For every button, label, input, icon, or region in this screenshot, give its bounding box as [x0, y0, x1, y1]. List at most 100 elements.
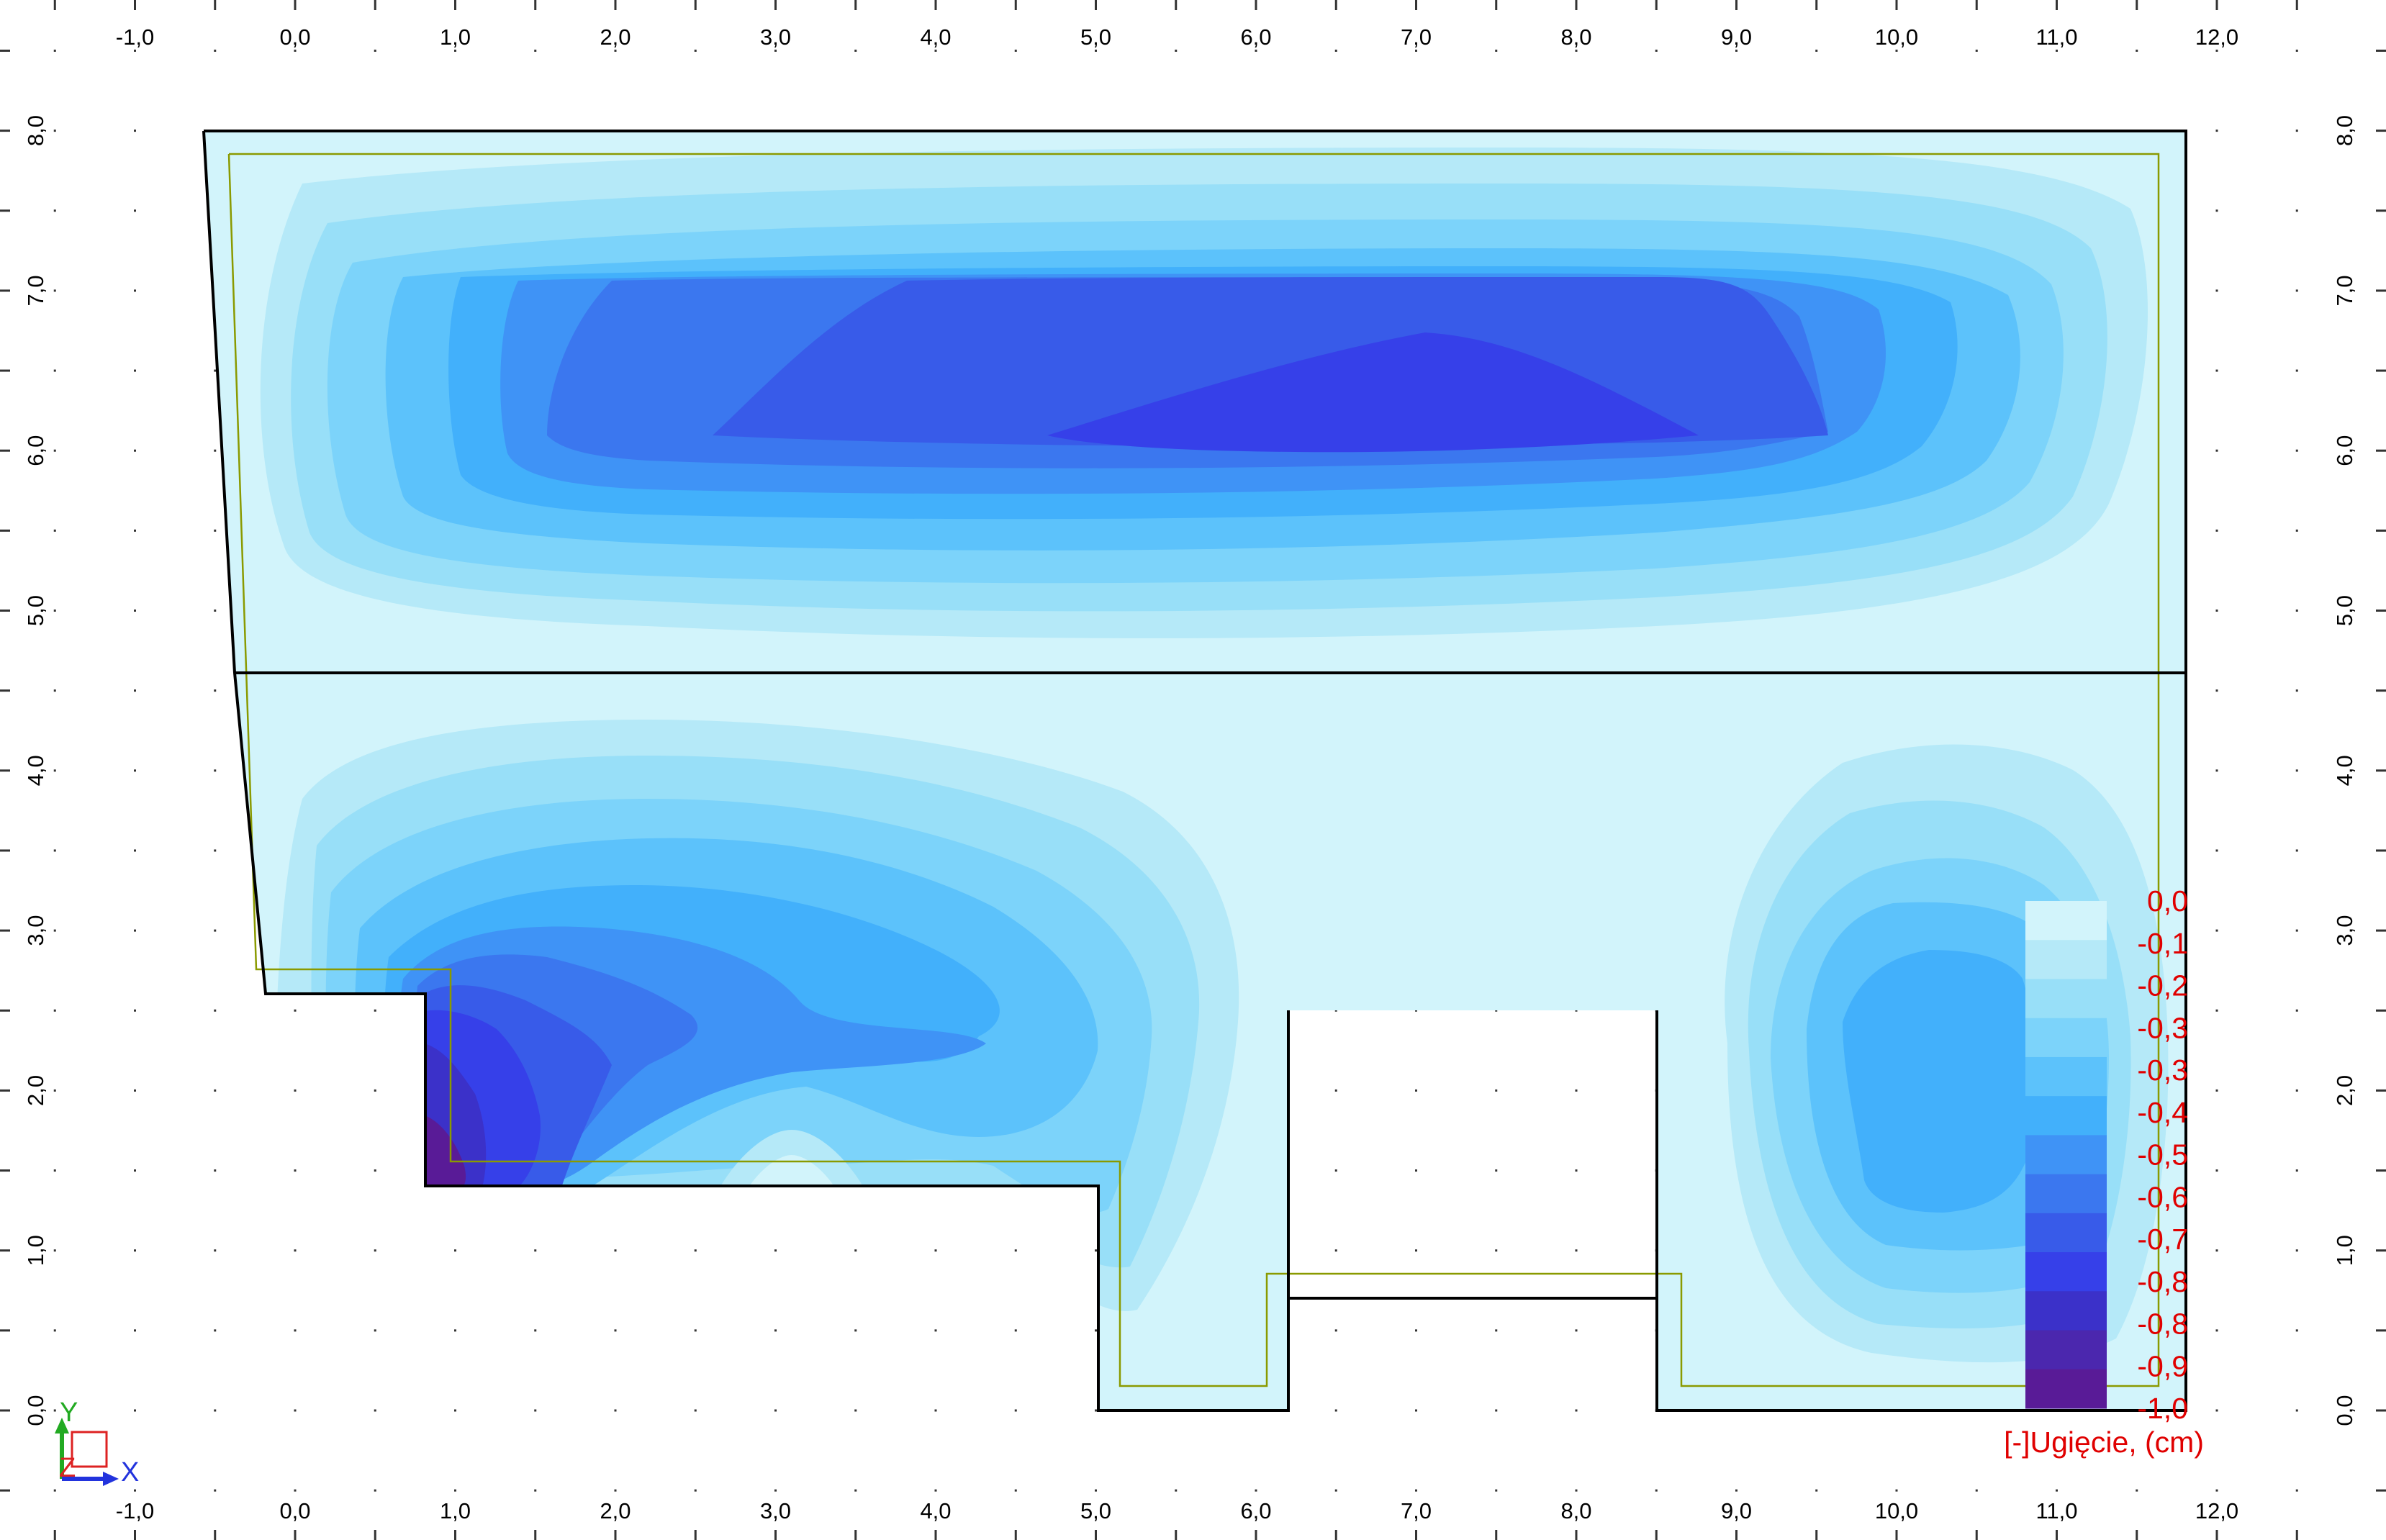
grid-dot — [53, 1169, 56, 1172]
grid-dot — [53, 689, 56, 692]
y-tick-label-right: 7,0 — [2332, 275, 2357, 306]
x-tick-label-top: 1,0 — [440, 24, 471, 50]
x-tick-label-bottom: 2,0 — [600, 1498, 631, 1523]
grid-dot — [53, 849, 56, 852]
grid-dot — [1415, 1329, 1417, 1332]
grid-dot — [1495, 1489, 1498, 1492]
grid-dot — [134, 1329, 136, 1332]
grid-dot — [1415, 1169, 1417, 1172]
grid-dot — [214, 1169, 217, 1172]
grid-dot — [214, 1249, 217, 1252]
grid-dot — [1895, 1489, 1898, 1492]
grid-dot — [214, 1409, 217, 1412]
legend-label: -0,3 — [2137, 1011, 2188, 1044]
grid-dot — [2215, 209, 2218, 212]
grid-dot — [1334, 1009, 1337, 1012]
legend-label: -0,2 — [2137, 969, 2188, 1002]
grid-dot — [134, 449, 136, 452]
grid-dot — [134, 1089, 136, 1092]
grid-dot — [1334, 1089, 1337, 1092]
grid-dot — [1495, 1249, 1498, 1252]
grid-dot — [2295, 49, 2298, 52]
y-tick-label-left: 6,0 — [23, 435, 48, 466]
legend-label: -0,9 — [2137, 1349, 2188, 1382]
grid-dot — [1334, 1329, 1337, 1332]
grid-dot — [134, 209, 136, 212]
grid-dot — [2056, 49, 2058, 52]
x-tick-label-top: 9,0 — [1721, 24, 1752, 50]
grid-dot — [294, 1009, 297, 1012]
grid-dot — [1575, 1169, 1578, 1172]
grid-dot — [854, 1249, 857, 1252]
grid-dot — [2295, 610, 2298, 612]
y-tick-label-right: 3,0 — [2332, 915, 2357, 946]
x-tick-label-top: 10,0 — [1875, 24, 1918, 50]
grid-dot — [2295, 1249, 2298, 1252]
grid-dot — [2215, 1329, 2218, 1332]
x-tick-label-bottom: 5,0 — [1080, 1498, 1111, 1523]
grid-dot — [53, 1409, 56, 1412]
x-tick-label-top: 7,0 — [1401, 24, 1432, 50]
grid-dot — [2215, 1489, 2218, 1492]
grid-dot — [534, 1329, 537, 1332]
grid-dot — [374, 1409, 376, 1412]
grid-dot — [134, 1489, 136, 1492]
legend-swatch — [2025, 1096, 2107, 1136]
grid-dot — [134, 929, 136, 932]
x-tick-label-bottom: 9,0 — [1721, 1498, 1752, 1523]
grid-dot — [2295, 849, 2298, 852]
grid-dot — [1415, 1249, 1417, 1252]
grid-dot — [374, 1169, 376, 1172]
grid-dot — [1495, 1089, 1498, 1092]
x-tick-label-top: 3,0 — [760, 24, 791, 50]
grid-dot — [2295, 449, 2298, 452]
y-tick-label-right: 8,0 — [2332, 115, 2357, 146]
grid-dot — [53, 369, 56, 372]
grid-dot — [1655, 49, 1658, 52]
legend-swatch — [2025, 1291, 2107, 1331]
grid-dot — [374, 1489, 376, 1492]
y-tick-label-right: 0,0 — [2332, 1395, 2357, 1426]
grid-dot — [614, 1409, 617, 1412]
grid-dot — [854, 1489, 857, 1492]
grid-dot — [1495, 1009, 1498, 1012]
x-axis-label: X — [121, 1457, 139, 1487]
grid-dot — [2215, 1009, 2218, 1012]
grid-dot — [934, 1249, 937, 1252]
z-axis-square-icon — [71, 1431, 108, 1468]
y-tick-label-left: 7,0 — [23, 275, 48, 306]
x-tick-label-bottom: 10,0 — [1875, 1498, 1918, 1523]
y-tick-label-right: 4,0 — [2332, 755, 2357, 786]
grid-dot — [534, 1249, 537, 1252]
legend: 0,0 -0,1 -0,2 -0,3 -0,3 -0,4 -0,5 -0,6 -0,7 -0,8 -… — [2025, 884, 2188, 1425]
x-tick-label-bottom: 4,0 — [920, 1498, 951, 1523]
grid-dot — [1095, 49, 1097, 52]
grid-dot — [134, 289, 136, 292]
grid-dot — [53, 529, 56, 532]
grid-dot — [1575, 49, 1578, 52]
grid-dot — [53, 209, 56, 212]
grid-dot — [2136, 1489, 2138, 1492]
y-axis-arrowhead-icon — [55, 1418, 69, 1433]
grid-dot — [454, 1329, 456, 1332]
grid-dot — [2215, 369, 2218, 372]
grid-dot — [53, 1249, 56, 1252]
grid-dot — [1655, 1489, 1658, 1492]
grid-dot — [53, 49, 56, 52]
grid-dot — [2295, 1169, 2298, 1172]
grid-dot — [1095, 1329, 1097, 1332]
y-tick-label-left: 3,0 — [23, 915, 48, 946]
grid-dot — [1575, 1409, 1578, 1412]
grid-dot — [294, 1089, 297, 1092]
grid-dot — [53, 610, 56, 612]
grid-dot — [214, 929, 217, 932]
legend-swatch — [2025, 1056, 2107, 1097]
grid-dot — [134, 610, 136, 612]
legend-label: -0,6 — [2137, 1180, 2188, 1213]
grid-dot — [934, 1329, 937, 1332]
grid-dot — [934, 1409, 937, 1412]
legend-swatch — [2025, 1018, 2107, 1058]
y-tick-label-left: 8,0 — [23, 115, 48, 146]
